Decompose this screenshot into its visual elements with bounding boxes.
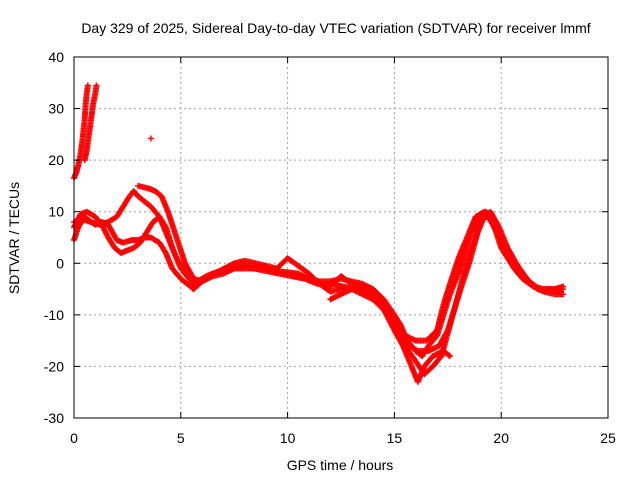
y-tick-label: 10: [48, 204, 64, 220]
y-tick-label: -20: [44, 358, 64, 374]
x-tick-label: 10: [280, 430, 296, 446]
y-tick-label: 40: [48, 49, 64, 65]
chart-title: Day 329 of 2025, Sidereal Day-to-day VTE…: [81, 20, 590, 36]
data-point: [84, 82, 91, 89]
y-tick-label: 20: [48, 152, 64, 168]
series-track-b: [81, 82, 100, 164]
plot-frame: [73, 56, 609, 419]
x-axis-label: GPS time / hours: [287, 457, 394, 473]
series-track-d: [71, 208, 567, 378]
data-points: [71, 82, 567, 385]
data-point: [446, 353, 453, 360]
data-point: [444, 328, 451, 335]
grid: [74, 57, 608, 418]
series-track-f: [135, 182, 565, 354]
data-point: [413, 347, 420, 354]
series-outlier: [147, 135, 154, 142]
axis-ticks: 0 5 10 15 20 25 -30 -20 -10 0 10 20 30 40: [44, 49, 616, 446]
data-point: [445, 352, 452, 359]
series-track-g: [327, 280, 453, 385]
x-tick-label: 25: [600, 430, 616, 446]
y-tick-label: -10: [44, 307, 64, 323]
y-tick-label: -30: [44, 410, 64, 426]
x-tick-label: 5: [177, 430, 185, 446]
data-point: [147, 135, 154, 142]
y-tick-label: 30: [48, 101, 64, 117]
x-tick-label: 0: [70, 430, 78, 446]
x-tick-label: 15: [387, 430, 403, 446]
data-point: [558, 288, 565, 295]
series-track-a: [71, 82, 91, 182]
y-axis-label: SDTVAR / TECUs: [6, 182, 22, 294]
data-point: [93, 82, 100, 89]
x-tick-label: 20: [493, 430, 509, 446]
y-tick-label: 0: [56, 255, 64, 271]
